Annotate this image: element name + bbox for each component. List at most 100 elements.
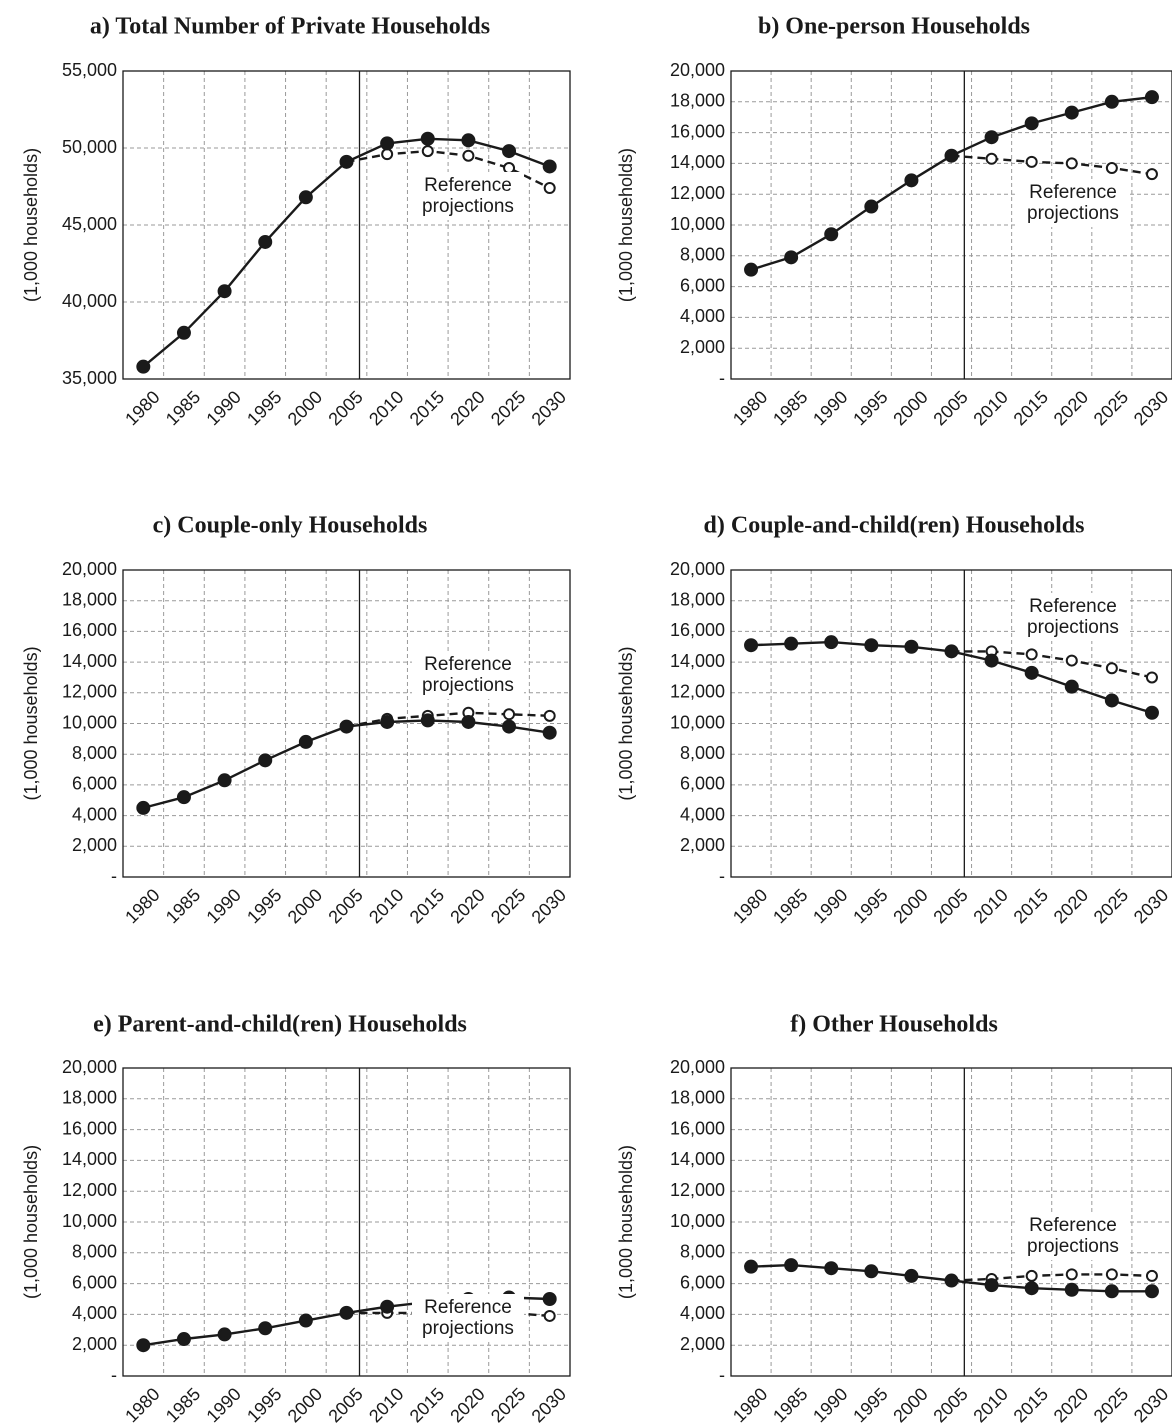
data-point <box>258 753 273 768</box>
y-tick-label: 16,000 <box>62 1118 117 1138</box>
projection-data-point <box>1145 1269 1158 1282</box>
x-tick-label: 2010 <box>969 1384 1011 1426</box>
data-point <box>380 1299 395 1314</box>
y-tick-label: 20,000 <box>670 1057 725 1077</box>
x-tick-label: 2030 <box>528 1384 570 1426</box>
y-tick-label: 10,000 <box>670 1211 725 1231</box>
chart-title: f) Other Households <box>790 1012 998 1038</box>
x-tick-label: 2000 <box>889 1384 931 1426</box>
data-point <box>136 800 151 815</box>
data-point <box>1064 105 1079 120</box>
y-tick-label: 2,000 <box>680 1334 725 1354</box>
data-point <box>217 284 232 299</box>
annotation-text: Reference <box>1029 1215 1117 1236</box>
y-tick-label: 2,000 <box>680 337 725 357</box>
data-point <box>984 653 999 668</box>
y-tick-label: - <box>719 368 725 388</box>
y-tick-label: 6,000 <box>72 774 117 794</box>
y-tick-label: 16,000 <box>670 620 725 640</box>
y-tick-label: 50,000 <box>62 137 117 157</box>
projection-data-point <box>543 1309 556 1322</box>
data-point <box>744 638 759 653</box>
y-tick-label: 20,000 <box>62 559 117 579</box>
data-point <box>258 234 273 249</box>
data-point <box>217 1327 232 1342</box>
data-point <box>784 1258 799 1273</box>
projection-data-point <box>1065 1268 1078 1281</box>
chart-title: c) Couple-only Households <box>153 513 428 539</box>
annotation-text: projections <box>1027 1236 1119 1257</box>
data-point <box>824 635 839 650</box>
x-tick-label: 2030 <box>1130 1384 1172 1426</box>
y-tick-label: 18,000 <box>670 1088 725 1108</box>
y-tick-label: 45,000 <box>62 214 117 234</box>
projection-data-point <box>1025 1269 1038 1282</box>
x-tick-label: 2005 <box>929 387 971 429</box>
projection-data-point <box>1105 1268 1118 1281</box>
x-tick-label: 2000 <box>889 885 931 927</box>
data-point <box>1024 665 1039 680</box>
projection-data-point <box>503 708 516 721</box>
x-tick-label: 2005 <box>324 885 366 927</box>
y-tick-label: 4,000 <box>680 804 725 824</box>
data-point <box>542 159 557 174</box>
y-axis-label: (1,000 households) <box>21 1145 41 1299</box>
projection-data-point <box>543 709 556 722</box>
data-point <box>1064 1282 1079 1297</box>
x-tick-label: 1995 <box>243 885 285 927</box>
y-tick-label: 10,000 <box>62 712 117 732</box>
x-tick-label: 2010 <box>969 387 1011 429</box>
projection-data-point <box>543 182 556 195</box>
plot-frame <box>730 70 1172 380</box>
x-tick-label: 2005 <box>929 885 971 927</box>
data-point <box>944 148 959 163</box>
y-axis-label: (1,000 households) <box>21 646 41 800</box>
y-tick-label: 12,000 <box>670 183 725 203</box>
chart-panel: c) Couple-only Households (1,000 househol… <box>21 513 571 927</box>
data-point <box>824 227 839 242</box>
x-tick-label: 1990 <box>809 1384 851 1426</box>
x-tick-label: 2020 <box>1050 387 1092 429</box>
x-tick-label: 1990 <box>202 1384 244 1426</box>
x-tick-label: 2020 <box>446 885 488 927</box>
projection-data-point <box>1025 648 1038 661</box>
x-tick-label: 1995 <box>849 1384 891 1426</box>
x-tick-label: 1985 <box>769 387 811 429</box>
y-tick-label: 10,000 <box>670 214 725 234</box>
annotation-backdrop <box>1017 1212 1129 1260</box>
data-point <box>176 325 191 340</box>
y-tick-label: 6,000 <box>680 1272 725 1292</box>
x-tick-label: 1995 <box>243 387 285 429</box>
projection-data-point <box>462 149 475 162</box>
data-point <box>1064 679 1079 694</box>
projection-data-point <box>1025 155 1038 168</box>
x-tick-label: 2000 <box>284 885 326 927</box>
annotation-text: Reference <box>424 175 512 196</box>
data-point <box>1144 90 1159 105</box>
data-point <box>1104 1284 1119 1299</box>
x-tick-label: 2025 <box>1090 1384 1132 1426</box>
x-tick-label: 1985 <box>162 885 204 927</box>
x-tick-label: 1985 <box>769 885 811 927</box>
y-tick-label: 14,000 <box>62 651 117 671</box>
x-tick-label: 2030 <box>1130 885 1172 927</box>
data-point <box>1024 1281 1039 1296</box>
chart-panel: f) Other Households (1,000 households) - 2,… <box>616 1012 1172 1426</box>
x-tick-label: 2000 <box>889 387 931 429</box>
x-tick-label: 1990 <box>809 387 851 429</box>
projection-data-point <box>1145 671 1158 684</box>
x-tick-label: 1995 <box>849 387 891 429</box>
x-tick-label: 1985 <box>162 387 204 429</box>
x-tick-label: 2015 <box>406 885 448 927</box>
data-point <box>339 1305 354 1320</box>
y-tick-label: 35,000 <box>62 368 117 388</box>
y-tick-label: 16,000 <box>62 620 117 640</box>
data-point <box>864 638 879 653</box>
x-tick-label: 2025 <box>1090 885 1132 927</box>
annotation-text: Reference <box>424 654 512 675</box>
projection-series-line <box>951 650 1153 679</box>
projection-series-line <box>346 149 551 190</box>
x-tick-label: 2010 <box>365 885 407 927</box>
y-tick-label: 20,000 <box>670 60 725 80</box>
